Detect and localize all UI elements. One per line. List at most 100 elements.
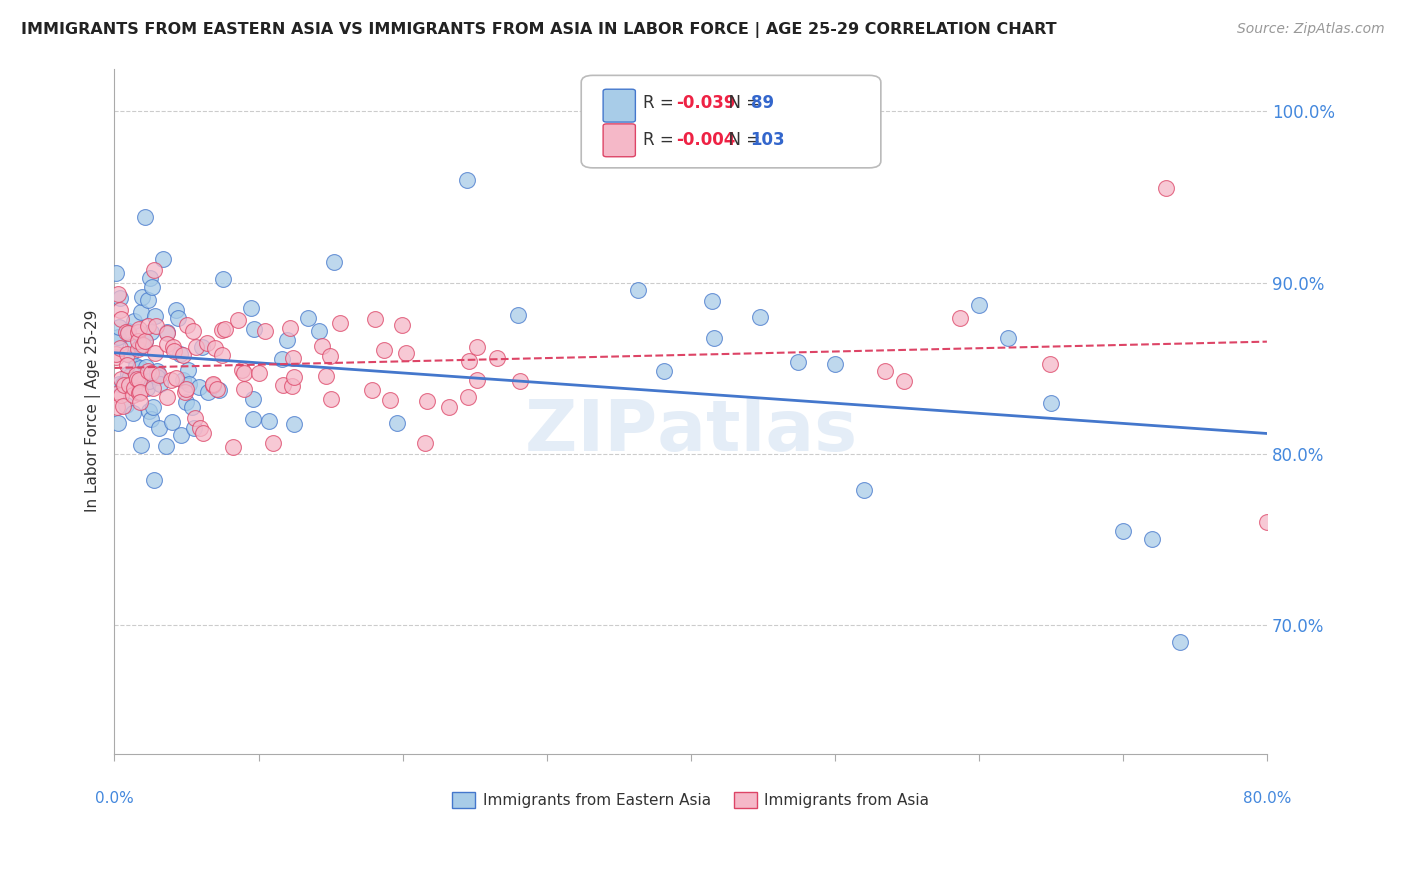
Point (208, 383, 231, 397)
Point (156, 326, 179, 340)
Point (627, 283, 650, 297)
Point (138, 374, 160, 388)
Point (136, 293, 159, 307)
Point (321, 392, 343, 406)
Point (308, 324, 330, 338)
Point (111, 376, 134, 391)
Point (183, 421, 205, 435)
Point (138, 404, 160, 418)
Point (1170, 635, 1192, 649)
Point (893, 374, 915, 388)
Point (748, 310, 770, 325)
Point (155, 439, 177, 453)
Point (197, 385, 219, 400)
Point (360, 383, 382, 397)
Point (177, 362, 200, 376)
Point (183, 411, 205, 425)
Point (380, 393, 402, 408)
Point (112, 399, 135, 413)
Point (247, 366, 270, 380)
Point (485, 351, 508, 366)
Text: Source: ZipAtlas.com: Source: ZipAtlas.com (1237, 22, 1385, 37)
Point (107, 320, 129, 334)
Point (270, 351, 292, 366)
Point (146, 367, 169, 381)
Point (211, 348, 233, 362)
Point (173, 384, 195, 399)
Point (652, 364, 675, 378)
Point (170, 428, 193, 442)
Point (135, 381, 157, 395)
Point (162, 415, 184, 429)
Point (949, 311, 972, 326)
Point (172, 373, 194, 387)
Point (127, 343, 149, 357)
Point (700, 293, 723, 308)
Point (437, 400, 460, 414)
Point (1039, 396, 1062, 410)
Point (128, 322, 150, 336)
Point (104, 335, 127, 350)
Point (226, 312, 249, 326)
Point (107, 416, 129, 430)
Point (110, 388, 132, 402)
Point (283, 351, 305, 366)
Point (243, 322, 266, 336)
Point (141, 366, 163, 380)
Point (125, 382, 148, 396)
Point (1256, 516, 1278, 530)
Point (122, 337, 145, 351)
Point (127, 334, 149, 348)
Point (231, 363, 253, 377)
Point (364, 312, 387, 326)
Point (108, 377, 131, 392)
Point (156, 337, 179, 351)
Point (169, 347, 191, 361)
Point (122, 314, 145, 328)
Point (138, 318, 160, 333)
Point (211, 323, 233, 337)
Point (315, 369, 337, 384)
Point (787, 354, 810, 368)
Point (181, 325, 204, 339)
Point (242, 392, 264, 406)
Y-axis label: In Labor Force | Age 25-29: In Labor Force | Age 25-29 (86, 310, 101, 512)
Point (283, 369, 305, 384)
Text: N =: N = (718, 131, 766, 149)
Point (149, 376, 172, 391)
Point (165, 371, 187, 385)
FancyBboxPatch shape (603, 89, 636, 122)
Point (232, 366, 254, 380)
Point (212, 271, 235, 285)
Point (456, 173, 478, 187)
Point (506, 308, 529, 322)
Point (190, 340, 212, 354)
Point (385, 416, 408, 430)
Point (141, 412, 163, 426)
Point (160, 373, 183, 387)
Point (139, 271, 162, 285)
Text: 103: 103 (751, 131, 785, 149)
Point (297, 310, 319, 325)
Point (1039, 357, 1062, 371)
Point (125, 372, 148, 386)
Point (118, 368, 141, 383)
Point (129, 305, 152, 319)
Text: N =: N = (718, 95, 766, 112)
Point (465, 373, 488, 387)
Point (824, 357, 846, 371)
Point (193, 426, 215, 441)
Point (323, 254, 346, 268)
Point (165, 302, 187, 317)
Point (281, 379, 304, 393)
Point (152, 252, 174, 266)
Point (156, 326, 179, 340)
Text: ZIP​atlas: ZIP​atlas (524, 397, 856, 466)
Point (156, 390, 179, 404)
Point (117, 368, 139, 382)
Point (110, 341, 132, 355)
Point (148, 421, 170, 435)
Point (204, 341, 226, 355)
Point (110, 311, 132, 326)
Point (190, 421, 212, 435)
